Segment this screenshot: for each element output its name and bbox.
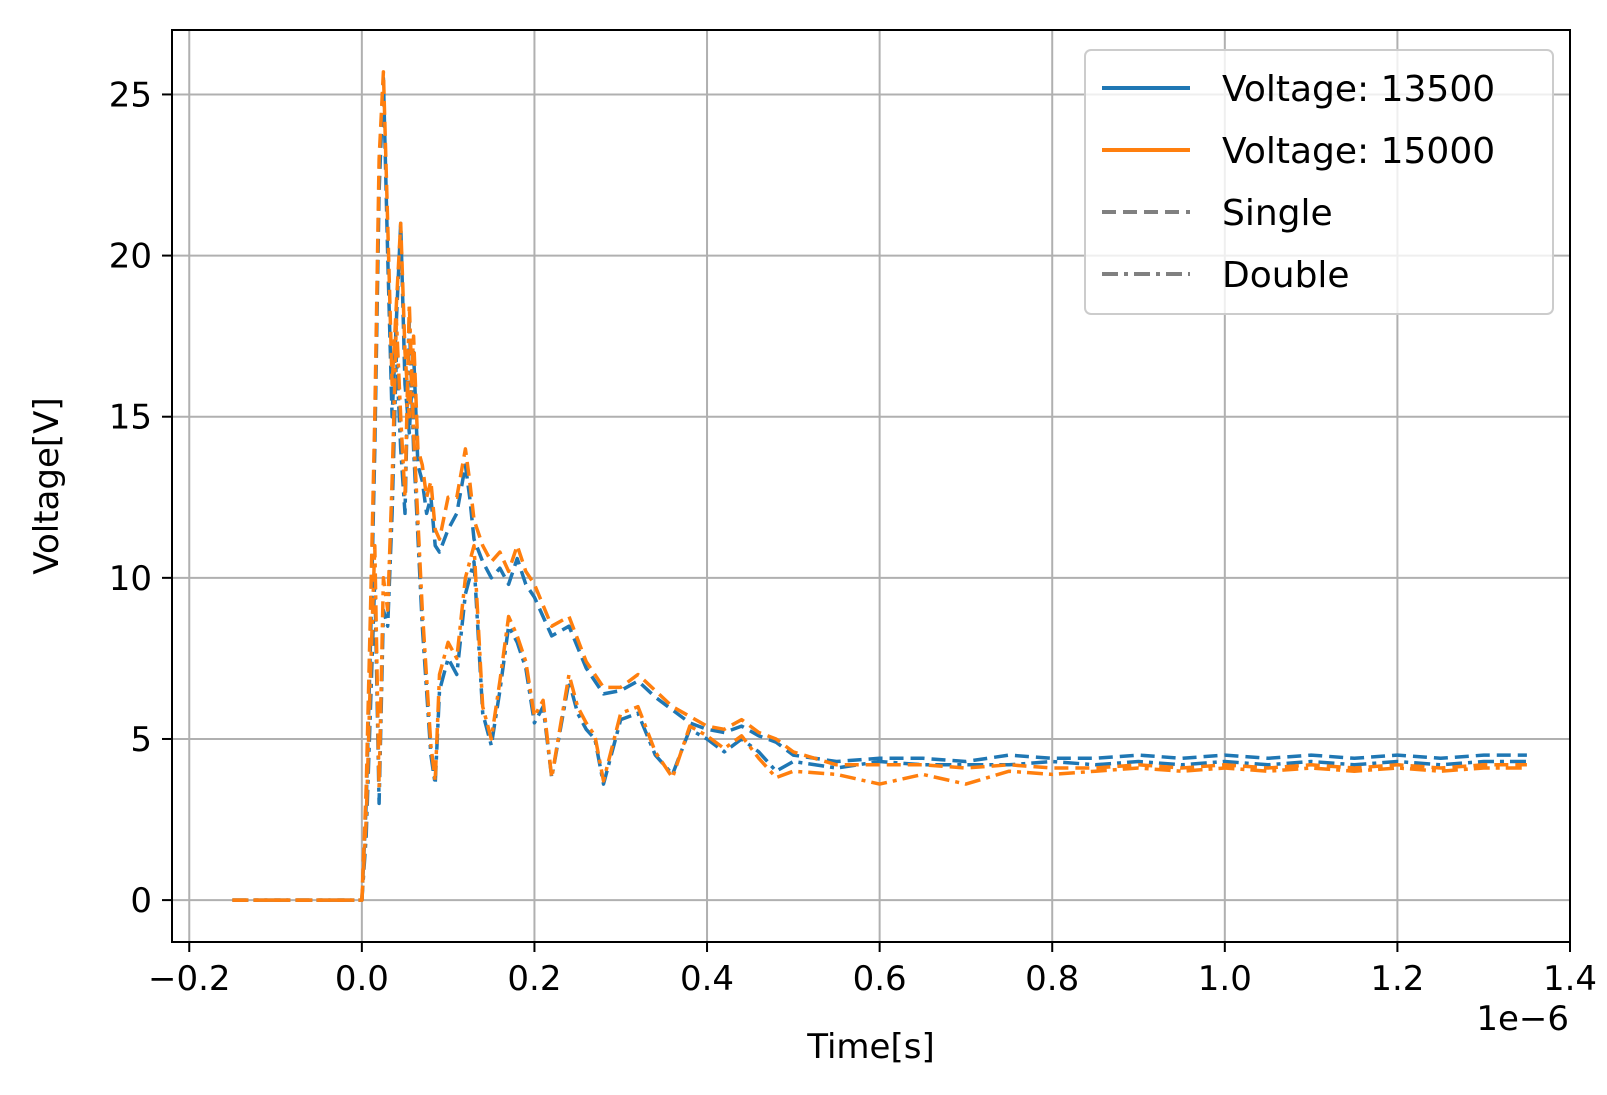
x-tick-label: −0.2 — [148, 959, 231, 999]
legend-label: Single — [1222, 193, 1333, 234]
y-tick-label: 20 — [109, 237, 152, 277]
x-tick-label: 1.0 — [1198, 959, 1252, 999]
y-tick-label: 15 — [109, 398, 152, 438]
y-tick-label: 5 — [130, 720, 152, 760]
legend-label: Voltage: 13500 — [1222, 69, 1495, 110]
axis-ticks: −0.2 0.0 0.2 0.4 0.6 0.8 1.0 1.2 1.4 0 5 10 15 20 25 — [109, 75, 1597, 999]
y-tick-label: 25 — [109, 75, 152, 115]
x-tick-label: 0.2 — [507, 959, 561, 999]
series-13500-single-line — [232, 76, 1527, 902]
legend: Voltage: 13500 Voltage: 15000 Single Double — [1084, 49, 1554, 315]
x-tick-label: 1.4 — [1543, 959, 1597, 999]
x-axis-label: Time[s] — [806, 1027, 934, 1067]
legend-label: Voltage: 15000 — [1222, 131, 1495, 172]
legend-box — [1084, 49, 1554, 315]
legend-label: Double — [1222, 255, 1350, 296]
x-axis-offset-label: 1e−6 — [1476, 999, 1569, 1039]
x-tick-label: 0.8 — [1025, 959, 1079, 999]
axes-frame — [171, 29, 1571, 943]
x-tick-label: 1.2 — [1370, 959, 1424, 999]
x-tick-label: 0.4 — [680, 959, 734, 999]
series-lines — [232, 70, 1527, 902]
series-15000-single-line — [232, 70, 1527, 902]
x-tick-label: 0.6 — [853, 959, 907, 999]
x-tick-label: 0.0 — [335, 959, 389, 999]
y-tick-label: 0 — [130, 881, 152, 921]
series-15000-double-line — [232, 302, 1527, 902]
y-axis-label: Voltage[V] — [27, 397, 67, 574]
y-tick-label: 10 — [109, 559, 152, 599]
